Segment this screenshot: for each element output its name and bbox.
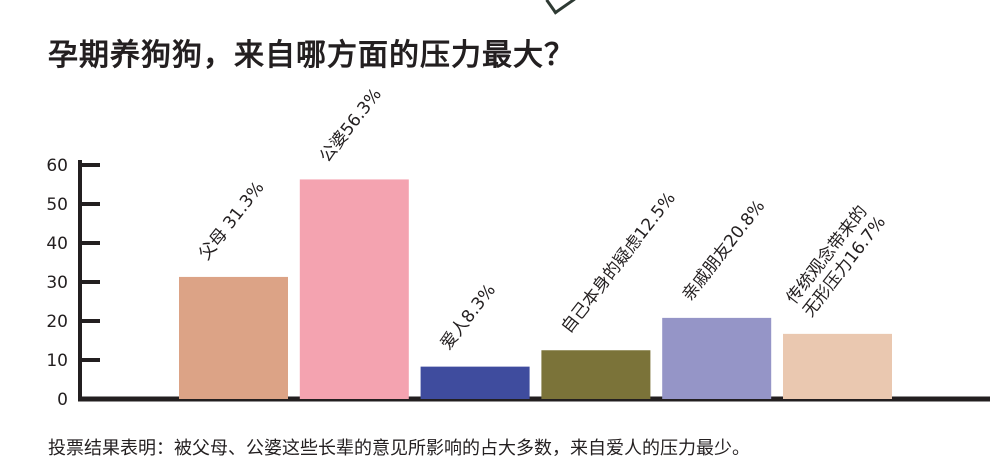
chart-title: 孕期养狗狗，来自哪方面的压力最大？	[48, 38, 575, 73]
y-tick-label: 20	[46, 312, 68, 332]
chart-caption: 投票结果表明：被父母、公婆这些长辈的意见所影响的占大多数，来自爱人的压力最少。	[48, 438, 750, 459]
y-tick-label: 60	[46, 156, 68, 176]
bar-data-label: 传统观念带来的无形压力16.7%	[782, 199, 890, 321]
bar-data-label: 自己本身的疑虑12.5%	[558, 189, 680, 338]
y-tick-label: 30	[46, 273, 68, 293]
y-tick-label: 0	[57, 390, 68, 410]
y-tick-label: 40	[46, 234, 68, 254]
bar-6	[783, 333, 892, 399]
bar-1	[179, 276, 288, 399]
bar-data-label: 公婆56.3%	[316, 85, 386, 167]
y-tick-label: 50	[46, 195, 68, 215]
bar-data-label: 父母 31.3%	[195, 178, 268, 264]
y-tick-label: 10	[46, 351, 68, 371]
bar-data-label: 亲戚朋友20.8%	[678, 196, 769, 304]
bar-4	[541, 350, 651, 399]
bar-chart: 0 10 20 30 40 50 60 父母 31.3% 公婆56.3% 爱人8.3% 自己本身的…	[46, 85, 990, 410]
bar-5	[662, 317, 772, 399]
bar-data-label: 爱人8.3%	[437, 281, 500, 354]
bar-2	[299, 179, 409, 399]
bar-3	[420, 366, 530, 399]
